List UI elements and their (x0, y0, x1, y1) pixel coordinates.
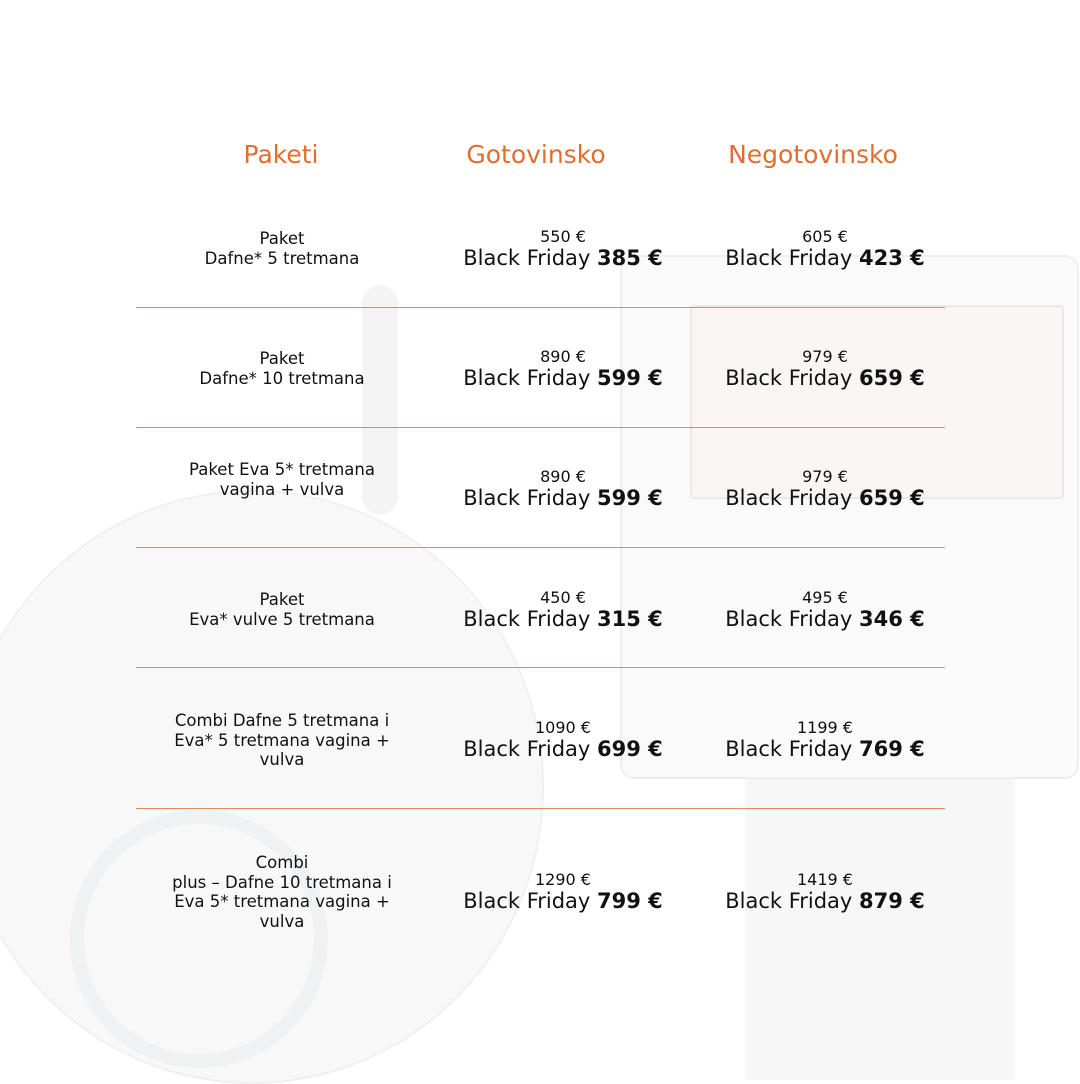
noncash-price: 605 € Black Friday 423 € (675, 227, 975, 271)
black-friday-price: Black Friday 769 € (675, 737, 975, 761)
promo-price: 385 € (597, 246, 663, 270)
promo-price: 599 € (597, 486, 663, 510)
package-line: Paket (259, 229, 305, 248)
black-friday-price: Black Friday 346 € (675, 607, 975, 631)
regular-price: 605 € (802, 227, 848, 246)
row-divider (136, 427, 945, 428)
header-cash: Gotovinsko (466, 140, 606, 169)
row-divider (136, 547, 945, 548)
package-name: Paket Eva* vulve 5 tretmana (132, 590, 432, 629)
black-friday-price: Black Friday 385 € (413, 246, 713, 270)
regular-price: 550 € (540, 227, 586, 246)
noncash-price: 1419 € Black Friday 879 € (675, 870, 975, 914)
row-divider (136, 808, 945, 809)
noncash-price: 979 € Black Friday 659 € (675, 347, 975, 391)
promo-price: 659 € (859, 486, 925, 510)
package-line: vulva (259, 750, 305, 769)
background-device-ring (70, 810, 328, 1068)
promo-price: 315 € (597, 607, 663, 631)
promo-price: 659 € (859, 366, 925, 390)
black-friday-price: Black Friday 699 € (413, 737, 713, 761)
regular-price: 495 € (802, 588, 848, 607)
promo-label: Black Friday (463, 246, 591, 270)
package-name: Combi plus – Dafne 10 tretmana i Eva 5* tr… (132, 853, 432, 931)
regular-price: 979 € (802, 467, 848, 486)
package-line: Paket (259, 590, 305, 609)
noncash-price: 495 € Black Friday 346 € (675, 588, 975, 632)
promo-price: 599 € (597, 366, 663, 390)
regular-price: 1199 € (797, 718, 853, 737)
package-name: Paket Eva 5* tretmana vagina + vulva (132, 460, 432, 499)
promo-label: Black Friday (725, 246, 853, 270)
promo-label: Black Friday (725, 366, 853, 390)
header-noncash: Negotovinsko (728, 140, 898, 169)
background-device-dafne (620, 255, 1079, 779)
package-line: Dafne* 10 tretmana (199, 368, 365, 388)
regular-price: 450 € (540, 588, 586, 607)
black-friday-price: Black Friday 423 € (675, 246, 975, 270)
cash-price: 890 € Black Friday 599 € (413, 467, 713, 511)
regular-price: 1090 € (535, 718, 591, 737)
cash-price: 1290 € Black Friday 799 € (413, 870, 713, 914)
promo-price: 423 € (859, 246, 925, 270)
black-friday-price: Black Friday 879 € (675, 889, 975, 913)
promo-label: Black Friday (463, 737, 591, 761)
promo-label: Black Friday (725, 737, 853, 761)
package-line: vagina + vulva (219, 479, 345, 499)
regular-price: 890 € (540, 347, 586, 366)
package-line: Eva* vulve 5 tretmana (189, 609, 375, 629)
black-friday-price: Black Friday 659 € (675, 366, 975, 390)
black-friday-price: Black Friday 659 € (675, 486, 975, 510)
promo-price: 769 € (859, 737, 925, 761)
row-divider (136, 667, 945, 668)
cash-price: 890 € Black Friday 599 € (413, 347, 713, 391)
package-name: Paket Dafne* 10 tretmana (132, 349, 432, 388)
promo-price: 346 € (859, 607, 925, 631)
header-packages: Paketi (243, 140, 319, 169)
black-friday-price: Black Friday 315 € (413, 607, 713, 631)
background-device-stand (745, 775, 1015, 1080)
package-line: Paket (259, 349, 305, 368)
package-line: Eva 5* tretmana vagina + (174, 892, 390, 911)
package-line: Combi Dafne 5 tretmana i (174, 711, 390, 730)
noncash-price: 979 € Black Friday 659 € (675, 467, 975, 511)
black-friday-price: Black Friday 799 € (413, 889, 713, 913)
black-friday-price: Black Friday 599 € (413, 486, 713, 510)
promo-price: 799 € (597, 889, 663, 913)
package-line: plus – Dafne 10 tretmana i (172, 872, 392, 892)
package-name: Paket Dafne* 5 tretmana (132, 229, 432, 268)
noncash-price: 1199 € Black Friday 769 € (675, 718, 975, 762)
promo-label: Black Friday (463, 889, 591, 913)
cash-price: 1090 € Black Friday 699 € (413, 718, 713, 762)
promo-label: Black Friday (725, 889, 853, 913)
package-line: Paket Eva 5* tretmana (189, 460, 375, 479)
regular-price: 890 € (540, 467, 586, 486)
promo-label: Black Friday (463, 366, 591, 390)
regular-price: 1419 € (797, 870, 853, 889)
package-line: Combi (255, 853, 309, 872)
promo-price: 879 € (859, 889, 925, 913)
promo-label: Black Friday (725, 607, 853, 631)
promo-label: Black Friday (463, 486, 591, 510)
background-device-eva (0, 490, 544, 1084)
cash-price: 450 € Black Friday 315 € (413, 588, 713, 632)
package-line: Eva* 5 tretmana vagina + (174, 730, 390, 750)
package-name: Combi Dafne 5 tretmana i Eva* 5 tretmana … (132, 711, 432, 770)
regular-price: 1290 € (535, 870, 591, 889)
row-divider (136, 307, 945, 308)
black-friday-price: Black Friday 599 € (413, 366, 713, 390)
cash-price: 550 € Black Friday 385 € (413, 227, 713, 271)
promo-label: Black Friday (725, 486, 853, 510)
package-line: Dafne* 5 tretmana (204, 248, 360, 268)
package-line: vulva (259, 911, 305, 931)
regular-price: 979 € (802, 347, 848, 366)
promo-label: Black Friday (463, 607, 591, 631)
promo-price: 699 € (597, 737, 663, 761)
